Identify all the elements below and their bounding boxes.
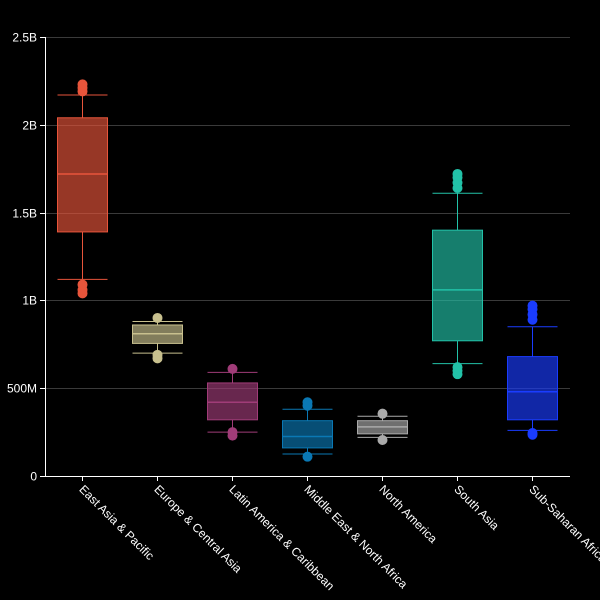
outlier-point (77, 79, 88, 90)
outlier-point (377, 435, 388, 446)
y-tick-label: 2.5B (12, 31, 37, 45)
box-1 (132, 312, 183, 364)
box-2 (207, 363, 258, 441)
y-tick-label: 1.5B (12, 207, 37, 221)
x-tick-label: North America (376, 482, 440, 546)
outlier-point (152, 349, 163, 360)
outlier-point (377, 408, 388, 419)
outlier-point (527, 427, 538, 438)
box-iqr (207, 382, 258, 421)
box-series (57, 79, 558, 462)
box-3 (282, 397, 333, 462)
box-0 (57, 79, 108, 299)
y-tick-label: 2B (22, 119, 37, 133)
grid-lines (45, 37, 570, 389)
outlier-point (452, 362, 463, 373)
x-tick-label: East Asia & Pacific (76, 482, 157, 563)
y-tick-label: 1B (22, 294, 37, 308)
outlier-point (152, 312, 163, 323)
x-tick-label: South Asia (451, 482, 502, 533)
box-iqr (507, 356, 558, 421)
outlier-point (452, 168, 463, 179)
outlier-point (77, 279, 88, 290)
box-6 (507, 300, 558, 440)
y-tick-label: 0 (30, 470, 37, 484)
box-iqr (282, 420, 333, 449)
y-axis-tick-labels: 0 500M 1B 1.5B 2B 2.5B (7, 31, 45, 484)
outlier-point (527, 300, 538, 311)
outlier-point (227, 427, 238, 438)
x-tick-label: Sub-Saharan Africa (526, 482, 600, 566)
outlier-point (302, 397, 313, 408)
outlier-point (227, 363, 238, 374)
box-iqr (57, 117, 108, 233)
outlier-point (302, 451, 313, 462)
box-iqr (432, 229, 483, 342)
box-4 (357, 408, 408, 446)
y-tick-label: 500M (7, 382, 37, 396)
box-5 (432, 168, 483, 380)
